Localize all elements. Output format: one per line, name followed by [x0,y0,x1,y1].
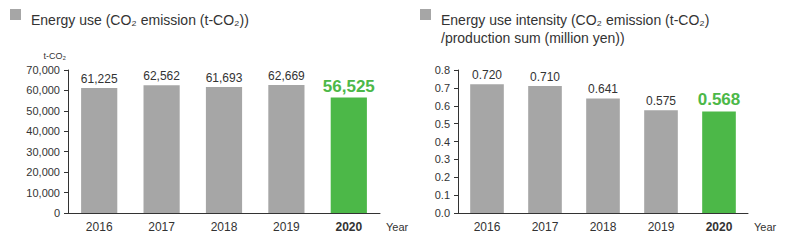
svg-text:30,000: 30,000 [26,146,60,158]
svg-text:0: 0 [54,207,60,219]
svg-text:2020: 2020 [706,220,733,234]
svg-text:61,693: 61,693 [206,71,243,85]
svg-text:2017: 2017 [148,220,175,234]
svg-text:0.4: 0.4 [435,136,450,148]
svg-text:2016: 2016 [86,220,113,234]
svg-text:0.641: 0.641 [588,82,618,96]
svg-text:0.710: 0.710 [530,70,560,84]
svg-text:0.1: 0.1 [435,189,450,201]
svg-text:Energy use intensity (CO₂ emis: Energy use intensity (CO₂ emission (t-CO… [441,12,709,28]
svg-text:2020: 2020 [335,220,362,234]
svg-text:0.720: 0.720 [472,68,502,82]
svg-text:2019: 2019 [648,220,675,234]
svg-text:0.5: 0.5 [435,118,450,130]
svg-text:20,000: 20,000 [26,166,60,178]
svg-text:2016: 2016 [474,220,501,234]
svg-text:60,000: 60,000 [26,84,60,96]
svg-text:0.2: 0.2 [435,171,450,183]
svg-text:62,669: 62,669 [268,69,305,83]
svg-text:50,000: 50,000 [26,105,60,117]
svg-text:40,000: 40,000 [26,125,60,137]
svg-text:70,000: 70,000 [26,64,60,76]
svg-text:0.575: 0.575 [646,94,676,108]
svg-text:10,000: 10,000 [26,187,60,199]
svg-text:t-CO₂: t-CO₂ [44,51,67,61]
svg-text:Year: Year [754,221,777,233]
svg-text:0.0: 0.0 [435,207,450,219]
svg-text:Energy use (CO₂ emission (t-CO: Energy use (CO₂ emission (t-CO₂)) [31,12,249,28]
svg-text:0.7: 0.7 [435,82,450,94]
svg-text:0.3: 0.3 [435,153,450,165]
svg-text:2018: 2018 [590,220,617,234]
svg-text:62,562: 62,562 [143,69,180,83]
svg-text:0.8: 0.8 [435,64,450,76]
svg-text:0.6: 0.6 [435,100,450,112]
svg-text:Year: Year [386,221,409,233]
svg-text:2017: 2017 [532,220,559,234]
svg-text:2018: 2018 [211,220,238,234]
svg-text:56,525: 56,525 [323,77,375,96]
svg-text:0.568: 0.568 [698,90,741,109]
svg-text:61,225: 61,225 [81,72,118,86]
svg-text:/production sum (million yen)): /production sum (million yen)) [441,30,625,46]
svg-text:2019: 2019 [273,220,300,234]
